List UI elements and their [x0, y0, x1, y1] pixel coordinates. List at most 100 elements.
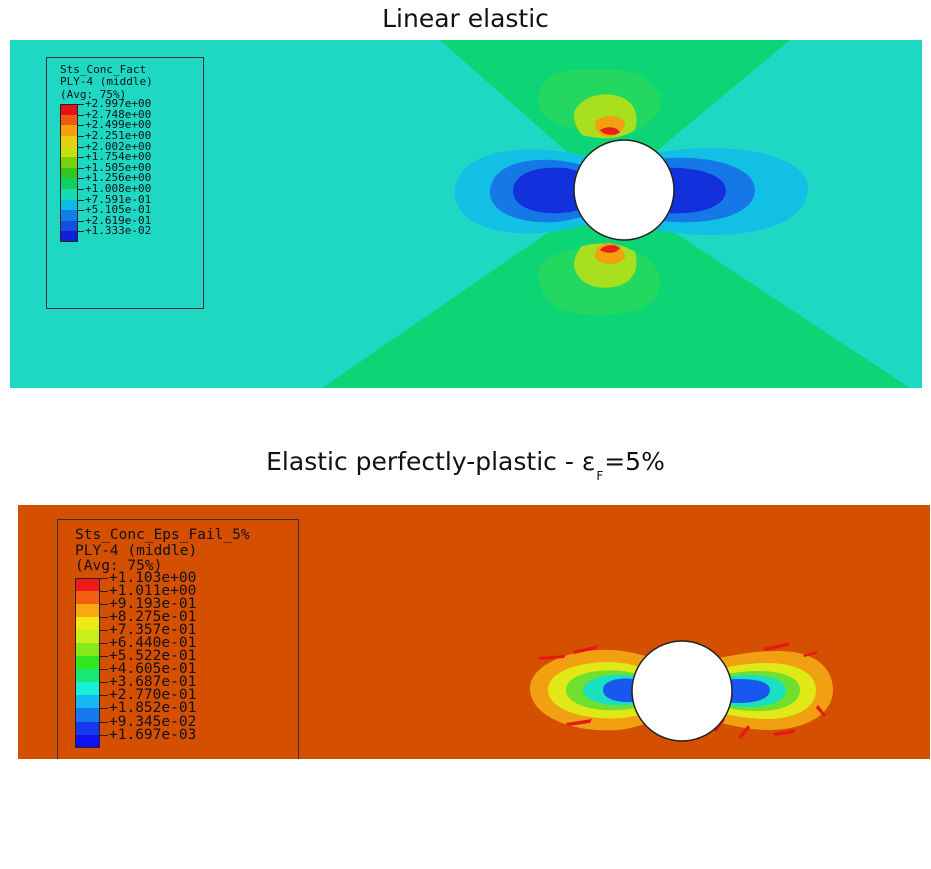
legend-color-scale: +1.103e+00 +1.011e+00 +9.193e-01 +8.275e-01…: [75, 570, 298, 748]
legend-value: +2.002e+00: [85, 139, 152, 153]
legend-row: +1.008e+00: [60, 183, 203, 200]
top-contour-field: [10, 40, 922, 388]
legend-row: +2.002e+00: [60, 141, 203, 158]
legend-value: +3.687e-01: [109, 674, 197, 691]
legend-tick: [100, 629, 108, 631]
legend-value: +1.754e+00: [85, 150, 152, 164]
legend-tick: [78, 114, 84, 116]
legend-tick: [100, 603, 108, 605]
legend-swatch: [60, 199, 78, 211]
legend-tick: [100, 656, 108, 658]
legend-swatch: [60, 178, 78, 189]
legend-row: +2.997e+00: [60, 98, 203, 115]
legend-tick: [100, 642, 108, 644]
legend-swatch: [60, 210, 78, 221]
legend-tick: [100, 682, 108, 684]
legend-row: +6.440e-01: [75, 636, 298, 657]
legend-swatch: [60, 146, 78, 158]
legend-swatch: [75, 642, 100, 657]
field-streak: [566, 719, 592, 726]
bottom-title-main: Elastic perfectly-plastic - ε: [266, 447, 596, 476]
legend-swatch: [60, 136, 78, 147]
legend-swatch: [75, 695, 100, 709]
field-lobe-bottom-red: [600, 245, 620, 253]
legend-tick: [100, 721, 108, 723]
legend-row: +2.619e-01: [60, 215, 203, 232]
legend-value: +4.605e-01: [109, 661, 197, 678]
legend-swatch: [75, 669, 100, 683]
legend-row: +1.333e-02: [60, 226, 203, 242]
legend-value: +2.251e+00: [85, 129, 152, 142]
legend-row: +7.357e-01: [75, 623, 298, 643]
legend-variable: Sts_Conc_Eps_Fail_5%: [75, 527, 250, 543]
top-contour-plot: Sts_Conc_Fact PLY-4 (middle) (Avg: 75%) …: [10, 40, 922, 388]
legend-tick: [100, 708, 108, 710]
field-streak: [773, 729, 796, 736]
legend-value: +1.256e+00: [85, 171, 152, 185]
legend-row: +9.345e-02: [75, 714, 298, 735]
legend-swatch: [60, 114, 78, 126]
legend-row: +1.103e+00: [75, 570, 298, 591]
legend-layer: PLY-4 (middle): [75, 542, 198, 559]
legend-tick: [100, 590, 108, 592]
field-streak: [573, 645, 598, 654]
legend-tick: [100, 734, 108, 736]
bottom-title-suffix: =5%: [604, 447, 665, 476]
legend-tick: [78, 220, 84, 222]
legend-row: +1.256e+00: [60, 173, 203, 189]
legend-row: +1.697e-03: [75, 727, 298, 748]
legend-row: +3.687e-01: [75, 675, 298, 696]
legend-tick: [78, 167, 84, 169]
legend-swatch: [75, 721, 100, 735]
legend-swatch: [60, 188, 78, 200]
legend-averaging: (Avg: 75%): [75, 558, 163, 574]
legend-value: +1.505e+00: [85, 160, 152, 174]
field-streak: [538, 655, 566, 660]
bottom-plot-title: Elastic perfectly-plastic - εF=5%: [0, 447, 931, 483]
legend-value: +9.345e-02: [109, 713, 197, 730]
legend-row: +1.505e+00: [60, 162, 203, 179]
field-streak: [763, 642, 790, 651]
legend-value: +7.357e-01: [109, 621, 197, 638]
top-plot-title: Linear elastic: [382, 4, 549, 33]
legend-tick: [78, 210, 84, 212]
legend-swatch: [60, 231, 78, 242]
legend-swatch: [75, 682, 100, 696]
legend-tick: [100, 669, 108, 671]
legend-row: +5.105e-01: [60, 204, 203, 221]
legend-tick: [78, 136, 84, 137]
legend-row: +2.499e+00: [60, 120, 203, 136]
legend-swatch: [75, 734, 100, 748]
legend-swatch: [60, 104, 78, 115]
legend-row: +2.770e-01: [75, 688, 298, 709]
legend-swatch: [75, 629, 100, 643]
legend-value: +2.770e-01: [109, 687, 197, 704]
bottom-legend: Sts_Conc_Eps_Fail_5% PLY-4 (middle) (Avg…: [57, 519, 299, 759]
legend-value: +2.748e+00: [85, 107, 152, 121]
legend-value: +1.852e-01: [109, 700, 197, 717]
legend-swatch: [75, 616, 100, 630]
legend-row: +1.754e+00: [60, 151, 203, 168]
legend-row: +4.605e-01: [75, 662, 298, 683]
legend-value: +1.008e+00: [85, 181, 152, 195]
legend-swatch: [75, 577, 100, 591]
bottom-contour-plot: Sts_Conc_Eps_Fail_5% PLY-4 (middle) (Avg…: [18, 505, 930, 759]
legend-tick: [78, 125, 84, 127]
legend-tick: [78, 104, 84, 106]
legend-swatch: [60, 157, 78, 168]
field-streak: [738, 725, 750, 739]
legend-color-scale: +2.997e+00 +2.748e+00 +2.499e+00 +2.251e+00…: [60, 98, 203, 242]
legend-swatch: [60, 220, 78, 232]
legend-row: +5.522e-01: [75, 649, 298, 670]
legend-value: +1.697e-03: [109, 726, 197, 743]
legend-value: +5.105e-01: [85, 203, 152, 217]
legend-value: +1.103e+00: [109, 569, 197, 586]
legend-value: +7.591e-01: [85, 192, 152, 206]
legend-tick: [78, 188, 84, 190]
legend-row: +8.275e-01: [75, 609, 298, 630]
legend-swatch: [60, 125, 78, 136]
legend-swatch: [75, 656, 100, 670]
legend-tick: [78, 199, 84, 201]
legend-value: +2.997e+00: [85, 97, 152, 111]
legend-value: +2.499e+00: [85, 118, 152, 132]
